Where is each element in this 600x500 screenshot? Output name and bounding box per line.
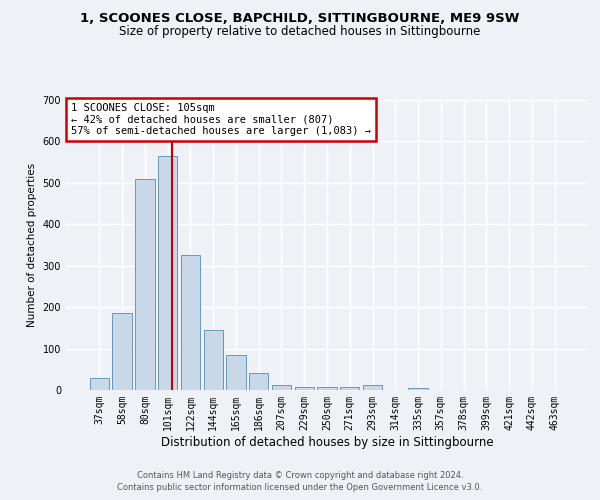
Bar — [363, 385, 382, 390]
Y-axis label: Number of detached properties: Number of detached properties — [27, 163, 37, 327]
Bar — [158, 156, 178, 390]
Bar — [409, 388, 428, 390]
Bar — [295, 386, 314, 390]
Bar — [90, 378, 109, 390]
Bar — [181, 256, 200, 390]
Bar — [112, 314, 132, 390]
Bar — [272, 385, 291, 390]
X-axis label: Distribution of detached houses by size in Sittingbourne: Distribution of detached houses by size … — [161, 436, 493, 448]
Bar — [135, 178, 155, 390]
Bar — [226, 355, 245, 390]
Text: Size of property relative to detached houses in Sittingbourne: Size of property relative to detached ho… — [119, 25, 481, 38]
Bar — [340, 386, 359, 390]
Text: Contains HM Land Registry data © Crown copyright and database right 2024.
Contai: Contains HM Land Registry data © Crown c… — [118, 471, 482, 492]
Bar — [249, 374, 268, 390]
Bar — [203, 330, 223, 390]
Text: 1 SCOONES CLOSE: 105sqm
← 42% of detached houses are smaller (807)
57% of semi-d: 1 SCOONES CLOSE: 105sqm ← 42% of detache… — [71, 103, 371, 136]
Text: 1, SCOONES CLOSE, BAPCHILD, SITTINGBOURNE, ME9 9SW: 1, SCOONES CLOSE, BAPCHILD, SITTINGBOURN… — [80, 12, 520, 26]
Bar — [317, 386, 337, 390]
